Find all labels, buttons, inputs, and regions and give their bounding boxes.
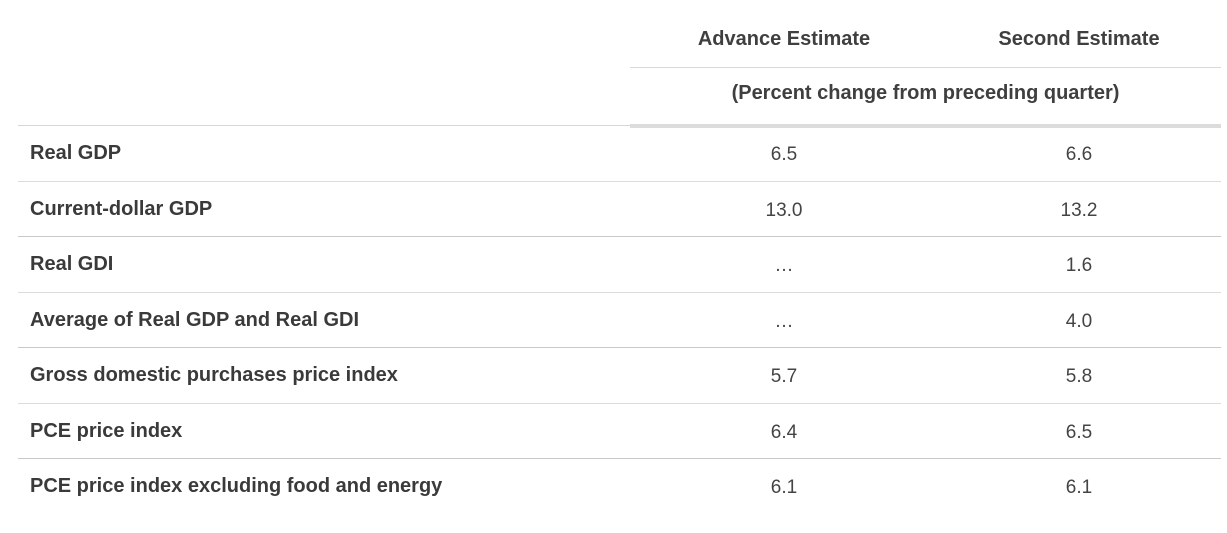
table-header-row: Advance Estimate Second Estimate <box>18 0 1221 68</box>
header-divider <box>630 67 1221 68</box>
units-subheader: (Percent change from preceding quarter) <box>731 82 1120 104</box>
advance-value: 6.1 <box>770 477 798 498</box>
row-label: PCE price index <box>30 419 183 442</box>
second-value: 1.6 <box>1065 255 1093 276</box>
advance-value: 13.0 <box>765 199 803 221</box>
table-row: Real GDP 6.5 6.6 <box>18 126 1221 182</box>
table-row: Real GDI … 1.6 <box>18 237 1221 293</box>
column-header-advance-estimate: Advance Estimate <box>697 28 871 50</box>
second-value: 6.5 <box>1065 421 1093 443</box>
advance-value: … <box>774 310 794 332</box>
table-row: Gross domestic purchases price index 5.7… <box>18 348 1221 404</box>
table-row: PCE price index 6.4 6.5 <box>18 404 1221 459</box>
column-header-second-estimate: Second Estimate <box>998 28 1160 50</box>
table-body: Real GDP 6.5 6.6 Current-dollar GDP 13.0… <box>18 126 1221 515</box>
estimates-table: Advance Estimate Second Estimate (Percen… <box>18 0 1221 515</box>
row-label: Current-dollar GDP <box>30 197 213 220</box>
second-value: 5.8 <box>1065 366 1093 387</box>
advance-value: … <box>774 255 794 276</box>
row-label: Real GDI <box>30 253 114 275</box>
table-row: Average of Real GDP and Real GDI … 4.0 <box>18 293 1221 348</box>
table-row: Current-dollar GDP 13.0 13.2 <box>18 182 1221 237</box>
row-label: Average of Real GDP and Real GDI <box>30 308 359 331</box>
second-value: 6.1 <box>1065 477 1093 498</box>
row-label: Gross domestic purchases price index <box>30 364 398 386</box>
row-label: Real GDP <box>30 142 122 164</box>
subheader-thick-divider <box>630 124 1221 128</box>
second-value: 4.0 <box>1065 310 1093 332</box>
subheader-divider <box>18 125 630 126</box>
advance-value: 5.7 <box>770 366 798 387</box>
advance-value: 6.4 <box>770 421 798 443</box>
table-subheader-row: (Percent change from preceding quarter) <box>18 68 1221 128</box>
table-row: PCE price index excluding food and energ… <box>18 459 1221 515</box>
second-value: 13.2 <box>1060 199 1098 221</box>
second-value: 6.6 <box>1065 144 1093 165</box>
row-label: PCE price index excluding food and energ… <box>30 475 443 497</box>
advance-value: 6.5 <box>770 144 798 165</box>
